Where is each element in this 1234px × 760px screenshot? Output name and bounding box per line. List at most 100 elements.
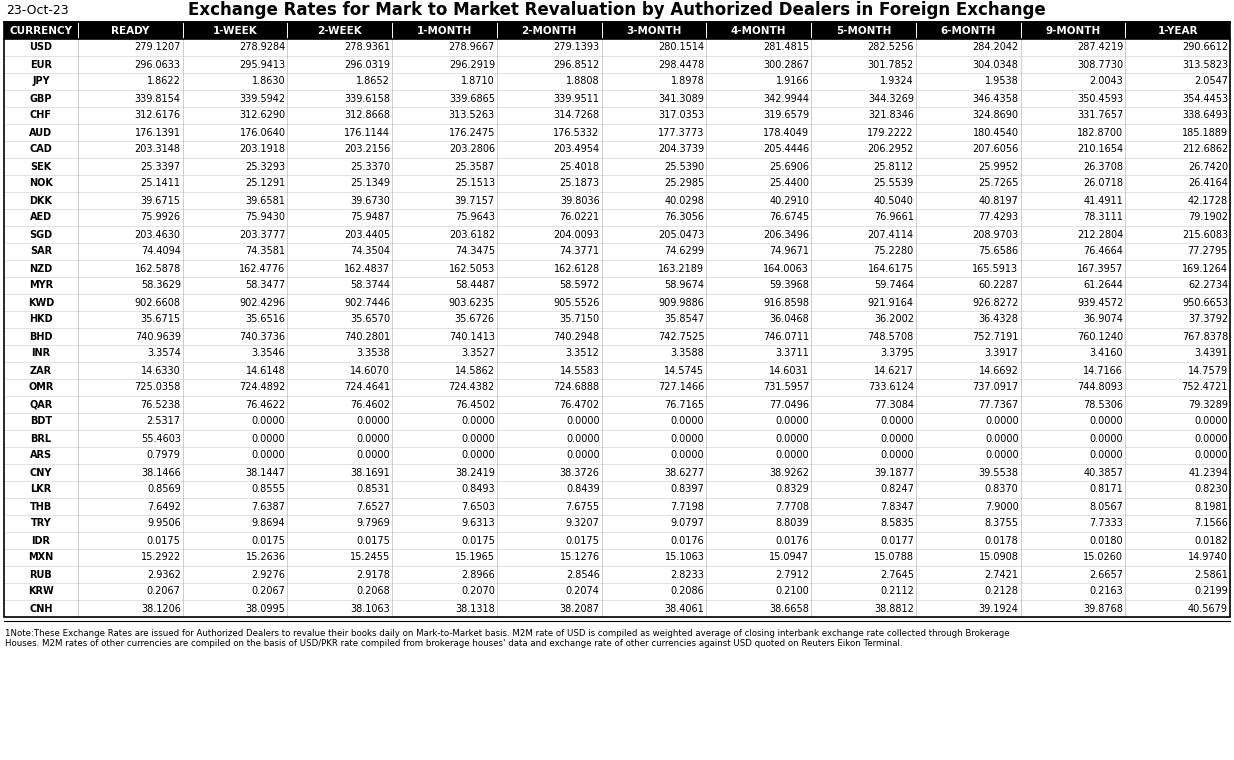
Bar [183,192,288,209]
Bar [497,498,602,515]
Text: 25.5390: 25.5390 [664,162,705,172]
Bar [602,90,706,107]
Bar [1021,39,1125,56]
Bar [811,430,916,447]
Text: 25.6906: 25.6906 [769,162,810,172]
Text: 35.8547: 35.8547 [664,315,705,325]
Text: 25.4018: 25.4018 [560,162,600,172]
Text: SGD: SGD [30,230,53,239]
Bar [392,328,497,345]
Bar [183,311,288,328]
Bar [602,39,706,56]
Text: 0.0000: 0.0000 [880,416,914,426]
Bar [4,107,78,124]
Bar [183,498,288,515]
Bar [602,600,706,617]
Bar [811,22,916,39]
Text: 0.0000: 0.0000 [566,433,600,444]
Bar [916,73,1021,90]
Bar [706,277,811,294]
Bar [1125,124,1230,141]
Bar [392,447,497,464]
Bar [706,600,811,617]
Bar [392,90,497,107]
Text: 314.7268: 314.7268 [554,110,600,121]
Bar [4,379,78,396]
Text: 0.0175: 0.0175 [252,536,285,546]
Bar [183,22,288,39]
Text: 35.6516: 35.6516 [246,315,285,325]
Text: 203.3777: 203.3777 [239,230,285,239]
Bar [602,260,706,277]
Text: 0.0000: 0.0000 [671,433,705,444]
Bar [183,413,288,430]
Text: 2.6657: 2.6657 [1090,569,1123,579]
Text: 38.2419: 38.2419 [455,467,495,477]
Bar [288,175,392,192]
Text: 26.7420: 26.7420 [1188,162,1228,172]
Bar [1125,294,1230,311]
Bar [1021,498,1125,515]
Text: 42.1728: 42.1728 [1188,195,1228,205]
Bar [1125,549,1230,566]
Bar [602,379,706,396]
Text: 162.4837: 162.4837 [344,264,390,274]
Text: 7.7333: 7.7333 [1090,518,1123,528]
Text: 7.7708: 7.7708 [775,502,810,511]
Bar [183,396,288,413]
Text: 0.0000: 0.0000 [462,433,495,444]
Text: BRL: BRL [31,433,52,444]
Text: 76.0221: 76.0221 [559,213,600,223]
Bar [183,549,288,566]
Text: 740.1413: 740.1413 [449,331,495,341]
Bar [1021,464,1125,481]
Text: 14.7166: 14.7166 [1083,366,1123,375]
Text: 74.3771: 74.3771 [559,246,600,257]
Bar [811,90,916,107]
Text: 0.0000: 0.0000 [671,416,705,426]
Bar [916,22,1021,39]
Text: 59.3968: 59.3968 [769,280,810,290]
Text: 206.3496: 206.3496 [763,230,810,239]
Bar [497,328,602,345]
Bar [1021,481,1125,498]
Text: 0.0175: 0.0175 [565,536,600,546]
Bar [706,396,811,413]
Bar [288,294,392,311]
Bar [183,515,288,532]
Text: 2-WEEK: 2-WEEK [317,26,363,36]
Text: 4-MONTH: 4-MONTH [731,26,786,36]
Text: 903.6235: 903.6235 [449,297,495,308]
Text: 74.3504: 74.3504 [350,246,390,257]
Text: 902.4296: 902.4296 [239,297,285,308]
Bar [78,600,183,617]
Text: 0.7979: 0.7979 [147,451,180,461]
Text: 0.8397: 0.8397 [670,485,705,495]
Bar [811,413,916,430]
Bar [811,447,916,464]
Bar [916,294,1021,311]
Text: 164.6175: 164.6175 [868,264,914,274]
Text: 7.7198: 7.7198 [670,502,705,511]
Text: 0.2070: 0.2070 [462,587,495,597]
Text: 14.7579: 14.7579 [1188,366,1228,375]
Bar [392,345,497,362]
Bar [288,362,392,379]
Bar [1021,362,1125,379]
Text: 0.8230: 0.8230 [1195,485,1228,495]
Text: 25.5539: 25.5539 [874,179,914,188]
Text: 25.4400: 25.4400 [769,179,810,188]
Text: 312.6176: 312.6176 [135,110,180,121]
Text: 25.3397: 25.3397 [141,162,180,172]
Text: 2.7645: 2.7645 [880,569,914,579]
Text: 38.1447: 38.1447 [246,467,285,477]
Bar [916,107,1021,124]
Text: 742.7525: 742.7525 [658,331,705,341]
Bar [706,124,811,141]
Text: 295.9413: 295.9413 [239,59,285,69]
Bar [288,328,392,345]
Bar [497,447,602,464]
Text: 36.2002: 36.2002 [874,315,914,325]
Bar [706,56,811,73]
Text: 724.4382: 724.4382 [449,382,495,392]
